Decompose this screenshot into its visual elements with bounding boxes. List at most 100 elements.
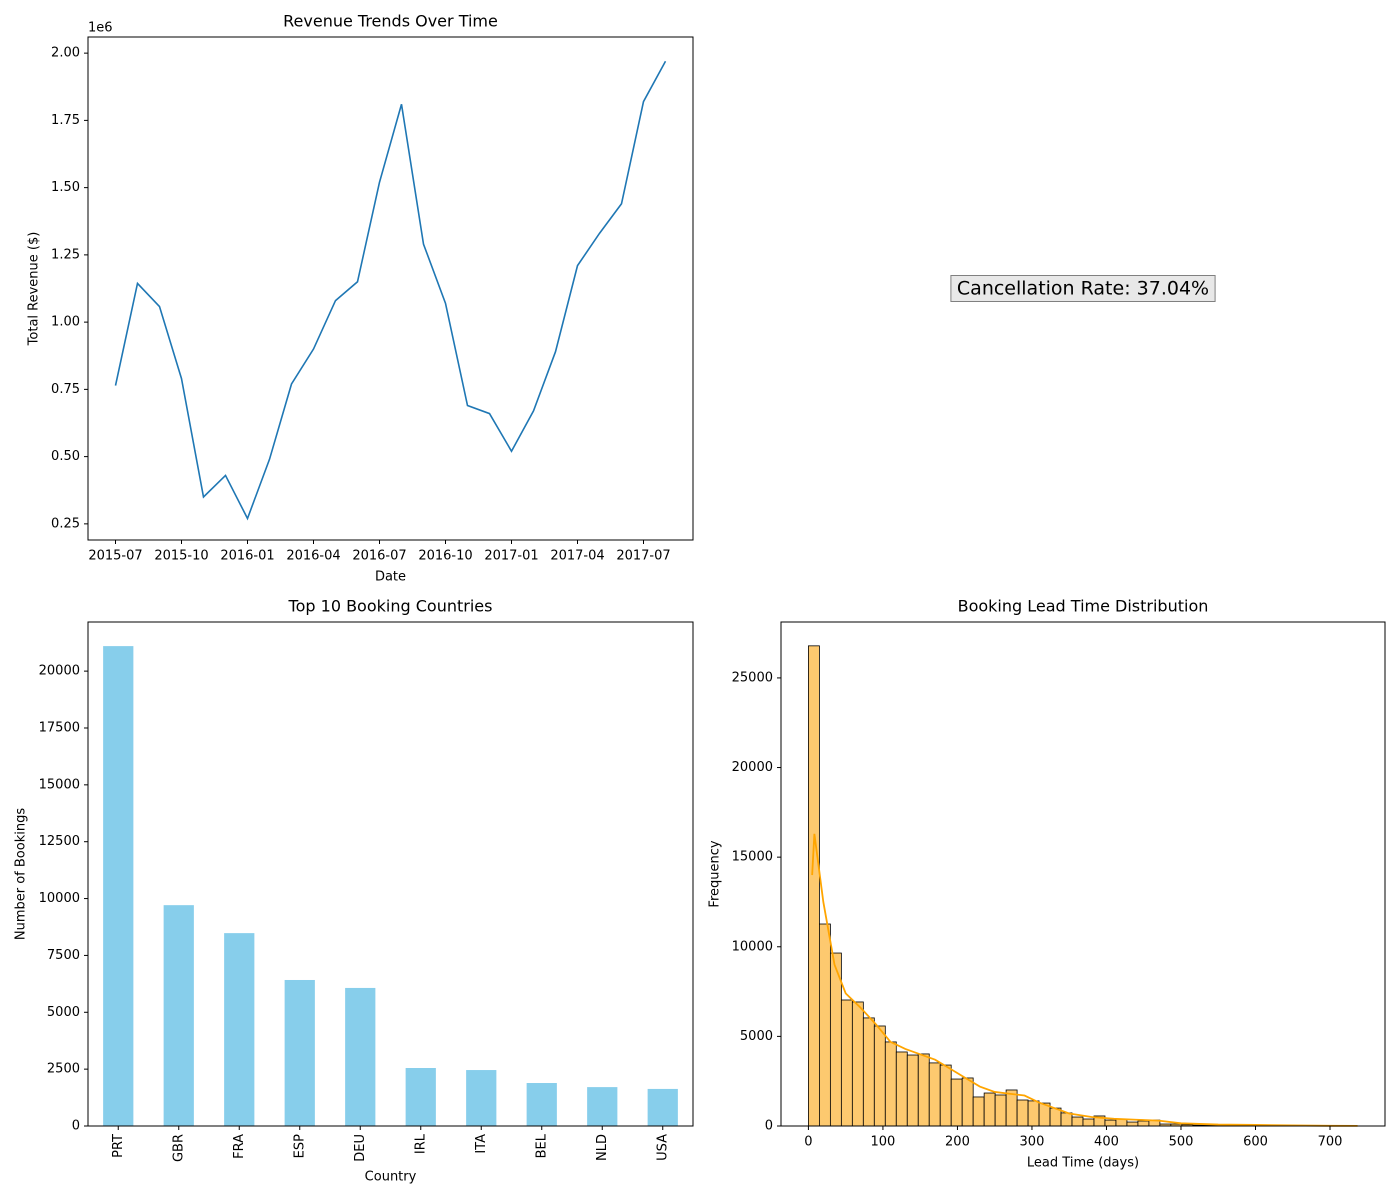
y-tick-label: 1.50	[51, 180, 80, 195]
histogram-bar	[939, 1064, 952, 1127]
histogram-bar	[983, 1092, 996, 1127]
y-tick-label: 0.50	[51, 449, 80, 464]
x-tick-label: 2017-07	[616, 549, 670, 564]
histogram-bar	[994, 1094, 1007, 1127]
x-tick-label: 2017-01	[484, 549, 538, 564]
x-tick-label: 100	[871, 1135, 896, 1150]
histogram-bar	[1137, 1120, 1150, 1127]
x-tick-label: ITA	[474, 1134, 489, 1154]
axes-frame	[87, 36, 694, 541]
histogram-bar	[840, 999, 853, 1127]
y-tick-label: 0.75	[51, 382, 80, 397]
histogram-bar	[884, 1041, 897, 1127]
bar	[163, 905, 194, 1126]
y-tick-label: 15000	[732, 850, 773, 865]
axes-frame	[780, 621, 1386, 1127]
x-tick-label: 500	[1169, 1135, 1194, 1150]
histogram-bar	[1104, 1119, 1117, 1127]
x-tick-label: DEU	[353, 1134, 368, 1162]
histogram-bar	[819, 923, 831, 1127]
chart-title: Top 10 Booking Countries	[288, 597, 493, 616]
histogram-bar	[862, 1017, 875, 1127]
y-tick-label: 10000	[39, 891, 80, 906]
y-tick-label: 1.25	[51, 247, 80, 262]
bar	[345, 987, 376, 1126]
y-tick-label: 15000	[39, 777, 80, 792]
x-tick-label: 200	[945, 1135, 970, 1150]
y-tick-label: 2.00	[51, 46, 80, 61]
histogram-bar	[972, 1096, 985, 1127]
x-tick-label: 2017-04	[550, 549, 604, 564]
bar	[103, 646, 134, 1126]
x-tick-label: NLD	[595, 1134, 610, 1161]
y-tick-label: 0	[72, 1119, 80, 1134]
x-tick-label: 2016-01	[220, 549, 274, 564]
y-tick-label: 0	[765, 1119, 773, 1134]
histogram-bar	[1082, 1118, 1095, 1127]
y-axis-label: Number of Bookings	[14, 808, 29, 940]
y-tick-label: 25000	[732, 670, 773, 685]
x-tick-label: 700	[1318, 1135, 1343, 1150]
bar	[284, 979, 315, 1126]
x-tick-label: ESP	[292, 1134, 307, 1158]
x-axis-label: Lead Time (days)	[1027, 1156, 1139, 1171]
y-tick-label: 20000	[39, 664, 80, 679]
histogram-bar	[906, 1054, 919, 1127]
y-tick-label: 5000	[47, 1005, 80, 1020]
x-tick-label: FRA	[232, 1134, 247, 1159]
x-axis-label: Country	[365, 1170, 417, 1185]
histogram-bar	[1016, 1099, 1029, 1127]
x-tick-label: 300	[1020, 1135, 1045, 1150]
histogram-bar	[1005, 1089, 1018, 1127]
y-axis-label: Frequency	[708, 840, 723, 907]
bar	[466, 1070, 497, 1126]
histogram-bar	[808, 645, 820, 1127]
histogram-bar	[928, 1062, 941, 1127]
y-tick-label: 20000	[732, 760, 773, 775]
y-tick-label: 1.00	[51, 315, 80, 330]
x-tick-label: IRL	[413, 1133, 428, 1154]
histogram-bar	[851, 1001, 864, 1127]
bar	[587, 1087, 618, 1126]
histogram-bar	[961, 1077, 974, 1127]
histogram-bar	[873, 1025, 886, 1127]
annotation-box	[950, 275, 1216, 302]
y-tick-label: 0.25	[51, 516, 80, 531]
bar	[224, 933, 255, 1126]
line-series	[114, 60, 667, 521]
histogram-bar	[917, 1053, 930, 1127]
histogram-bar	[1060, 1112, 1073, 1127]
y-tick-label: 17500	[39, 720, 80, 735]
y-tick-label: 1.75	[51, 113, 80, 128]
axes-frame	[87, 621, 694, 1127]
histogram-bar	[1126, 1121, 1139, 1127]
chart-title: Booking Lead Time Distribution	[958, 597, 1209, 616]
bar	[405, 1068, 436, 1126]
x-tick-label: USA	[655, 1134, 670, 1161]
x-tick-label: 2016-04	[286, 549, 340, 564]
histogram-bar	[1071, 1116, 1084, 1127]
x-tick-label: 0	[804, 1135, 812, 1150]
x-tick-label: 2016-10	[418, 549, 472, 564]
bar	[647, 1088, 678, 1126]
y-tick-label: 5000	[740, 1029, 773, 1044]
histogram-bar	[895, 1051, 908, 1127]
y-tick-label: 10000	[732, 939, 773, 954]
x-axis-label: Date	[375, 570, 406, 585]
x-tick-label: PRT	[111, 1134, 126, 1158]
kde-line	[811, 833, 1358, 1127]
x-tick-label: 2015-07	[88, 549, 142, 564]
x-tick-label: 400	[1094, 1135, 1119, 1150]
chart-title: Revenue Trends Over Time	[283, 12, 498, 31]
x-tick-label: 2015-10	[154, 549, 208, 564]
y-tick-label: 12500	[39, 834, 80, 849]
x-tick-label: BEL	[534, 1133, 549, 1158]
y-tick-label: 7500	[47, 948, 80, 963]
bar	[526, 1083, 557, 1126]
x-tick-label: GBR	[171, 1134, 186, 1162]
x-tick-label: 600	[1243, 1135, 1268, 1150]
offset-label: 1e6	[88, 21, 113, 36]
y-tick-label: 2500	[47, 1062, 80, 1077]
x-tick-label: 2016-07	[352, 549, 406, 564]
